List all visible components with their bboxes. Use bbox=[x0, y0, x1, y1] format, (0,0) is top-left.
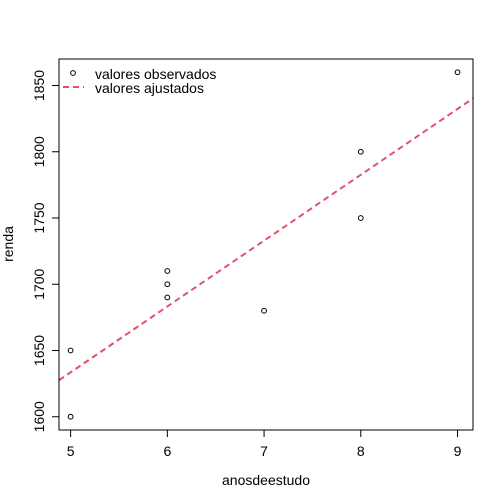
x-tick-label: 5 bbox=[67, 443, 75, 459]
legend-label-fitted: valores ajustados bbox=[95, 80, 204, 96]
data-point bbox=[357, 148, 364, 155]
legend: valores observados valores ajustados bbox=[63, 66, 216, 96]
x-tick-label: 7 bbox=[260, 443, 268, 459]
x-axis: 5 6 7 8 9 bbox=[67, 429, 462, 459]
y-axis: 1600 1650 1700 1750 1800 1850 bbox=[31, 70, 60, 432]
x-tick-label: 8 bbox=[357, 443, 365, 459]
data-point bbox=[164, 268, 171, 274]
x-tick-label: 6 bbox=[163, 443, 171, 459]
y-tick-label: 1750 bbox=[31, 202, 47, 233]
data-point bbox=[67, 413, 74, 420]
y-axis-label: renda bbox=[0, 226, 16, 262]
x-axis-label: anosdeestudo bbox=[222, 472, 310, 488]
y-tick-label: 1650 bbox=[31, 335, 47, 366]
x-tick-label: 9 bbox=[454, 443, 462, 459]
data-point bbox=[164, 281, 171, 288]
fitted-line-layer bbox=[59, 97, 473, 382]
data-point bbox=[357, 215, 364, 221]
data-point bbox=[67, 347, 74, 354]
y-tick-label: 1600 bbox=[31, 401, 47, 432]
data-point bbox=[164, 294, 171, 301]
legend-marker-observed bbox=[70, 70, 76, 76]
y-tick-label: 1850 bbox=[31, 70, 47, 101]
plot-frame bbox=[58, 58, 474, 431]
observed-points-layer bbox=[67, 69, 461, 420]
data-point bbox=[454, 69, 461, 76]
data-point bbox=[261, 307, 267, 314]
legend-label-observed: valores observados bbox=[95, 66, 216, 82]
fitted-line bbox=[59, 97, 473, 382]
y-tick-label: 1700 bbox=[31, 268, 47, 299]
y-tick-label: 1800 bbox=[31, 136, 47, 167]
